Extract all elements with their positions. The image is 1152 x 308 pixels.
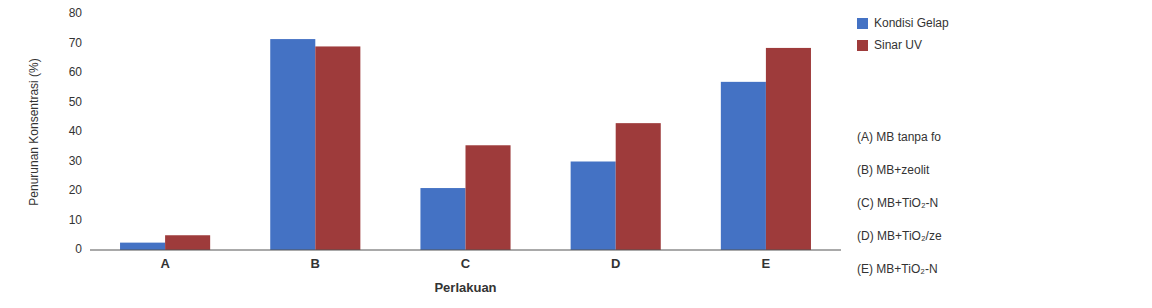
y-tick-label: 40 xyxy=(69,124,83,138)
bar xyxy=(270,39,315,250)
x-axis-line xyxy=(90,250,841,251)
annotation: (E) MB+TiO₂-N xyxy=(857,262,938,276)
x-tick-label: C xyxy=(461,256,471,271)
bar xyxy=(165,235,210,250)
y-axis: 0 10 20 30 40 50 60 70 80 xyxy=(69,6,83,256)
legend: Kondisi Gelap Sinar UV xyxy=(857,16,949,52)
y-tick-label: 50 xyxy=(69,95,83,109)
y-tick-label: 20 xyxy=(69,183,83,197)
legend-label: Sinar UV xyxy=(874,38,922,52)
chart-container: 0 10 20 30 40 50 60 70 80 A B C D E Perlakuan Penurunan… xyxy=(0,0,1152,308)
x-tick-label: B xyxy=(311,256,320,271)
annotation: (A) MB tanpa fo xyxy=(857,130,941,144)
bar xyxy=(120,243,165,250)
annotation: (C) MB+TiO₂-N xyxy=(857,196,938,210)
bar xyxy=(766,48,811,250)
x-tick-label: D xyxy=(611,256,620,271)
y-tick-label: 30 xyxy=(69,154,83,168)
x-tick-label: E xyxy=(762,256,771,271)
y-tick-label: 70 xyxy=(69,36,83,50)
annotation: (B) MB+zeolit xyxy=(857,163,930,177)
legend-swatch xyxy=(857,40,868,51)
bar xyxy=(420,188,465,250)
legend-label: Kondisi Gelap xyxy=(874,16,949,30)
bars xyxy=(120,39,811,250)
bar xyxy=(721,82,766,250)
x-axis-title: Perlakuan xyxy=(434,280,496,295)
y-tick-label: 10 xyxy=(69,213,83,227)
bar xyxy=(466,145,511,250)
legend-swatch xyxy=(857,18,868,29)
chart-svg: 0 10 20 30 40 50 60 70 80 A B C D E Perlakuan Penurunan… xyxy=(0,0,1152,308)
bar xyxy=(571,162,616,251)
y-axis-title: Penurunan Konsentrasi (%) xyxy=(27,58,41,205)
annotation: (D) MB+TiO₂/ze xyxy=(857,229,942,243)
y-tick-label: 60 xyxy=(69,65,83,79)
x-axis: A B C D E xyxy=(160,256,770,271)
bar xyxy=(616,123,661,250)
y-tick-label: 80 xyxy=(69,6,83,20)
notes: (A) MB tanpa fo (B) MB+zeolit (C) MB+TiO₂-… xyxy=(857,130,942,276)
y-tick-label: 0 xyxy=(75,242,82,256)
x-tick-label: A xyxy=(160,256,170,271)
bar xyxy=(315,46,360,250)
